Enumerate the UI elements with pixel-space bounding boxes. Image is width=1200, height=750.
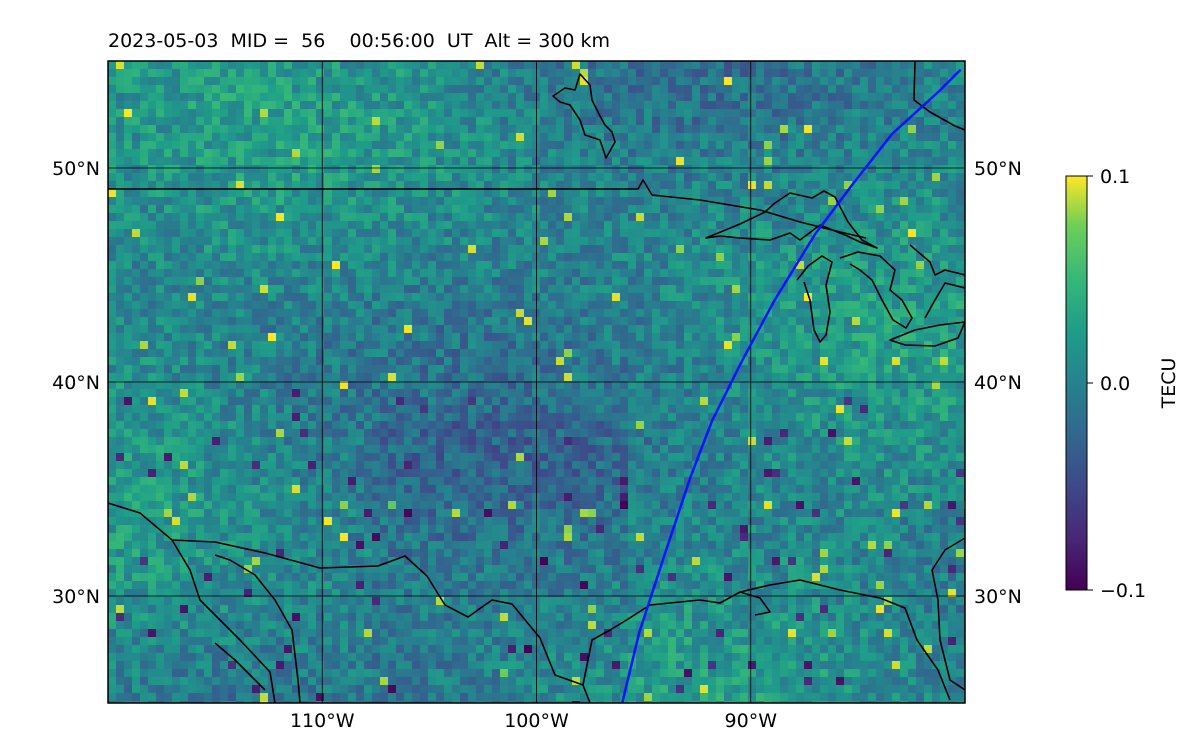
baja-coast <box>214 554 301 703</box>
ontario-shoreline <box>909 244 965 319</box>
colorbar: 0.1 0.0 −0.1 TECU <box>1065 166 1180 602</box>
lake-superior <box>705 190 878 249</box>
tec-heatmap <box>108 61 965 703</box>
colorbar-gradient <box>1065 175 1088 591</box>
us-canada-border <box>108 179 867 239</box>
lon-tick-label: 90°W <box>725 710 778 732</box>
lat-tick-label-right: 50°N <box>974 158 1022 180</box>
lake-winnipeg <box>552 73 616 159</box>
coastlines-borders <box>108 61 965 703</box>
satellite-track-line <box>620 68 962 703</box>
lon-tick-label: 110°W <box>290 710 355 732</box>
tec-map: 30°N 30°N 40°N 40°N 50°N 50°N 110°W 100°W 90°W <box>52 60 1022 732</box>
lat-tick-label-left: 30°N <box>52 586 100 608</box>
colorbar-tick-label: 0.1 <box>1100 166 1130 188</box>
lat-tick-label-left: 40°N <box>52 372 100 394</box>
louisiana-delta <box>739 591 771 616</box>
mexico-gulf-coast <box>582 684 591 703</box>
lat-tick-label-right: 30°N <box>974 586 1022 608</box>
colorbar-tick-label: −0.1 <box>1100 580 1146 602</box>
plot-title: 2023-05-03 MID = 56 00:56:00 UT Alt = 30… <box>108 30 611 52</box>
map-frame <box>107 60 966 704</box>
lon-tick-label: 100°W <box>504 710 569 732</box>
colorbar-ticks: 0.1 0.0 −0.1 <box>1087 166 1146 602</box>
colorbar-tick-label: 0.0 <box>1100 373 1130 395</box>
lake-erie <box>889 321 965 347</box>
gulf-of-california <box>171 539 276 703</box>
satellite-track <box>620 68 962 703</box>
florida-coast <box>931 537 965 691</box>
colorbar-label: TECU <box>1158 358 1180 410</box>
mexico-pacific-coast <box>214 642 266 691</box>
lake-michigan <box>796 255 833 343</box>
lat-tick-label-left: 50°N <box>52 158 100 180</box>
lat-tick-label-right: 40°N <box>974 372 1022 394</box>
hudson-bay-shore <box>913 61 965 131</box>
axis-tick-labels: 30°N 30°N 40°N 40°N 50°N 50°N 110°W 100°W 90°W <box>52 158 1022 732</box>
lake-huron <box>839 251 913 329</box>
